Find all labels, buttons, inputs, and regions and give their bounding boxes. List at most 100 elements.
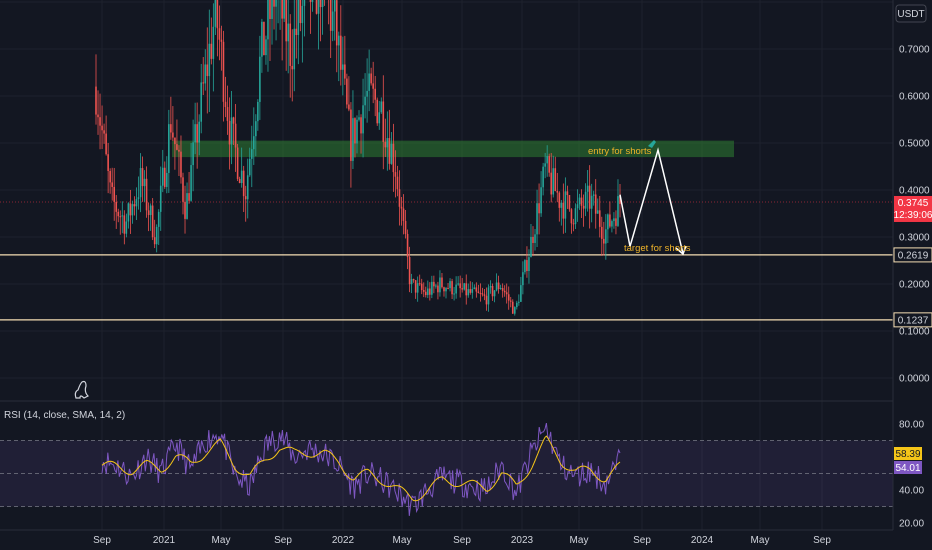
candle-body [228, 120, 231, 145]
candle-body [489, 286, 492, 288]
candle-body [580, 197, 583, 206]
candle-body [226, 107, 229, 121]
candle-body [586, 185, 589, 192]
candle-body [242, 170, 245, 197]
candle-body [483, 294, 486, 296]
candle-body [222, 41, 225, 102]
candle-body [210, 43, 213, 59]
candle-body [475, 287, 478, 292]
rsi-line [101, 422, 621, 516]
candle-body [340, 35, 342, 70]
candle-body [390, 143, 393, 164]
candle-body [295, 28, 298, 36]
candle-body [552, 168, 555, 195]
candle-body [437, 285, 439, 293]
candle-body [176, 144, 178, 150]
currency-button[interactable]: USDT [895, 4, 927, 23]
candle-body [600, 226, 603, 239]
price-tick-label: 0.7000 [899, 45, 930, 56]
candle-body [283, 0, 285, 19]
candle-body [331, 11, 334, 31]
candle-body [465, 283, 468, 296]
time-ticks: Sep 2021 May Sep 2022 May Sep 2023 May Sep 2024 May… [93, 535, 831, 546]
rsi-value: 58.39 [895, 449, 920, 460]
candle-body [441, 277, 443, 288]
candle-body [493, 290, 496, 297]
candle-body [560, 202, 563, 208]
candle-body [491, 286, 494, 297]
candle-body [202, 82, 205, 84]
candle-body [609, 214, 611, 227]
current-price-badge: 0.3745 12:39:06 [894, 195, 932, 222]
candle-body [603, 238, 605, 244]
time-tick-label: 2022 [332, 535, 355, 546]
candle-body [234, 123, 237, 148]
candle-body [530, 236, 532, 258]
level-badge-2: 0.1237 [893, 312, 932, 328]
candle-body [451, 281, 453, 295]
candle-body [380, 101, 383, 113]
candle-body [576, 204, 579, 209]
candle-body [352, 118, 354, 161]
candle-body [481, 293, 484, 295]
arrow-head-icon [675, 245, 687, 256]
candle-body [617, 196, 619, 226]
candle-body [402, 208, 405, 221]
candle-body [350, 109, 352, 161]
candle-body [137, 197, 140, 200]
candle-body [289, 23, 292, 66]
candle-body [605, 229, 607, 244]
candle-body [246, 175, 249, 200]
candle-body [398, 189, 401, 207]
candle-body [479, 292, 482, 294]
candle-body [431, 281, 433, 295]
candle-body [111, 182, 113, 187]
candle-body [107, 154, 109, 171]
candle-body [594, 194, 597, 214]
candle-body [133, 204, 136, 207]
candle-body [319, 0, 322, 8]
candle-body [412, 279, 415, 281]
candle-body [311, 0, 314, 2]
candle-body [497, 282, 500, 289]
candle-body [153, 237, 156, 245]
candle-body [596, 210, 599, 214]
candle-body [354, 118, 356, 144]
candle-body [588, 185, 591, 209]
candle-body [275, 0, 277, 7]
rsi-ma-value: 54.01 [895, 463, 920, 474]
candle-body [194, 124, 196, 143]
rsi-value-badge: 58.39 [894, 447, 922, 460]
candle-body [518, 301, 520, 303]
candle-body [196, 124, 198, 143]
candle-body [572, 223, 575, 225]
candle-body [372, 83, 374, 89]
candle-body [170, 124, 172, 133]
candle-body [424, 291, 427, 296]
candle-body [406, 233, 409, 258]
candle-body [182, 177, 184, 202]
candle-body [420, 283, 423, 291]
candle-body [447, 287, 449, 289]
current-price-countdown: 12:39:06 [894, 210, 932, 221]
candle-body [253, 136, 255, 150]
candle-body [240, 170, 243, 183]
candle-body [244, 196, 247, 200]
candle-body [564, 191, 567, 219]
candle-body [378, 112, 381, 124]
candle-body [348, 104, 350, 110]
candle-body [570, 209, 573, 224]
cursor-icon [648, 140, 656, 148]
candle-body [592, 194, 595, 196]
candle-body [299, 0, 302, 24]
candle-body [546, 156, 548, 164]
rsi-lines [101, 422, 621, 516]
candle-body [117, 211, 120, 217]
candle-body [163, 167, 166, 187]
candle-body [463, 283, 466, 290]
candle-body [534, 234, 536, 243]
candle-body [538, 203, 540, 214]
candle-body [257, 101, 259, 122]
candle-body [97, 114, 99, 118]
